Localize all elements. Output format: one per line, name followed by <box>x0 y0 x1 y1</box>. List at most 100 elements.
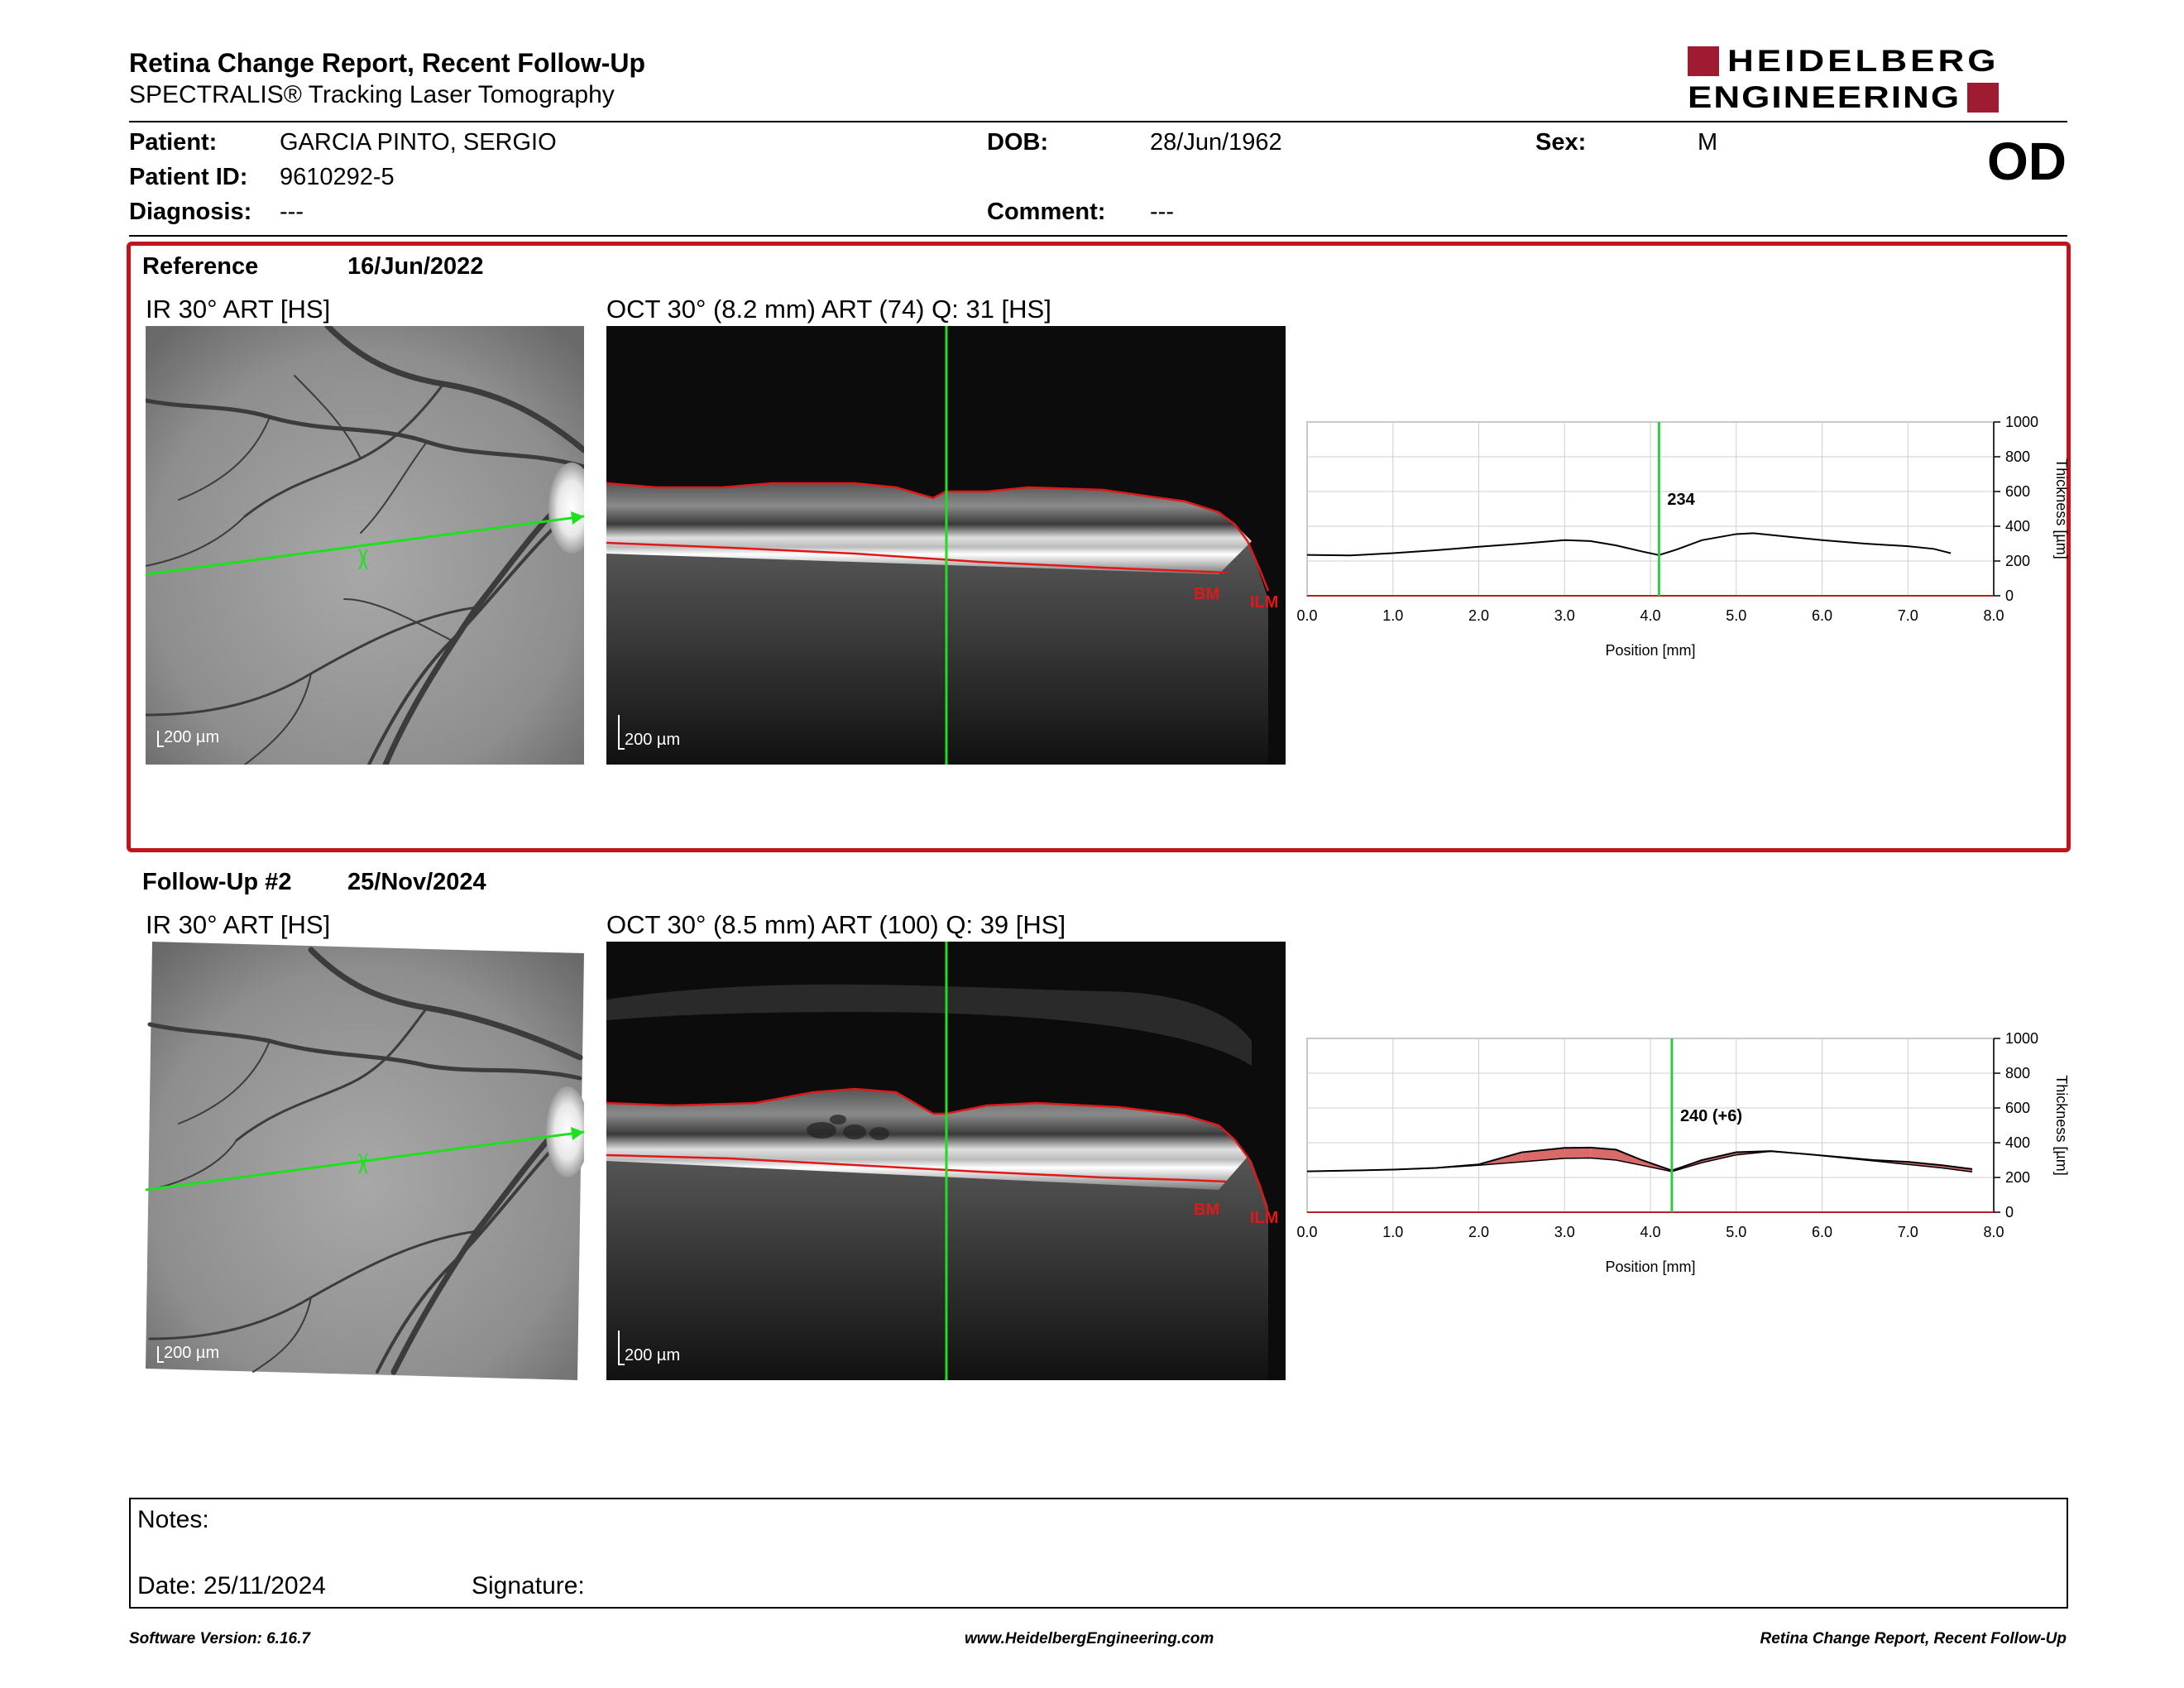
reference-ir-scale-label: 200 µm <box>164 728 220 746</box>
followup-thickness-chart: 0.0 1.0 2.0 3.0 4.0 5.0 6.0 7.0 8.00 200 400 600 800… <box>1296 1030 2068 1275</box>
followup-fundus-svg <box>146 942 584 1380</box>
followup-date: 25/Nov/2024 <box>347 869 486 895</box>
comment-value: --- <box>1150 199 1174 225</box>
software-version: Software Version: 6.16.7 <box>129 1630 310 1647</box>
diagnosis-label: Diagnosis: <box>129 199 252 225</box>
difference-area <box>1616 1149 1642 1166</box>
y-tick-label: 200 <box>2005 1169 2030 1186</box>
difference-area <box>1590 1147 1616 1160</box>
reference-oct-scale-label: 200 µm <box>625 731 681 749</box>
y-tick-label: 600 <box>2005 483 2030 500</box>
sex-label: Sex: <box>1535 129 1587 156</box>
signature-label: Signature: <box>472 1572 585 1599</box>
reference-ir-image: 200 µm <box>146 326 584 765</box>
reference-label: Reference <box>142 253 259 280</box>
cursor-value-label: 240 (+6) <box>1680 1107 1742 1125</box>
x-tick-label: 3.0 <box>1554 1224 1575 1240</box>
x-tick-label: 3.0 <box>1554 607 1575 624</box>
footer-report-name: Retina Change Report, Recent Follow-Up <box>1760 1630 2067 1647</box>
y-axis-label: Thickness [µm] <box>2053 458 2068 559</box>
report-title: Retina Change Report, Recent Follow-Up <box>129 48 646 78</box>
logo-line2: ENGINEERING <box>1688 79 1961 115</box>
logo-square-icon <box>1688 46 1719 76</box>
y-tick-label: 400 <box>2005 518 2030 535</box>
x-tick-label: 8.0 <box>1983 1224 2004 1240</box>
y-tick-label: 1000 <box>2005 414 2038 430</box>
x-tick-label: 8.0 <box>1983 607 2004 624</box>
cursor-value-label: 234 <box>1667 491 1695 509</box>
y-tick-label: 800 <box>2005 1065 2030 1081</box>
x-tick-label: 0.0 <box>1296 607 1317 624</box>
followup-ir-scale-label: 200 µm <box>164 1344 220 1362</box>
reference-ir-scalebar: 200 µm <box>157 728 219 747</box>
x-tick-label: 4.0 <box>1640 607 1660 624</box>
y-tick-label: 800 <box>2005 448 2030 465</box>
heidelberg-logo: HEIDELBERG ENGINEERING <box>1688 45 2068 119</box>
followup-ir-image: 200 µm <box>146 942 584 1380</box>
followup-ilm-label: ILM <box>1250 1209 1278 1227</box>
x-tick-label: 4.0 <box>1640 1224 1660 1240</box>
y-tick-label: 600 <box>2005 1100 2030 1116</box>
y-tick-label: 0 <box>2005 1204 2014 1220</box>
reference-oct-svg: BM ILM <box>606 326 1278 765</box>
reference-fundus-svg <box>146 326 584 765</box>
notes-date: Date: 25/11/2024 <box>137 1572 326 1599</box>
eye-laterality: OD <box>1987 132 2067 191</box>
reference-thickness-chart: 0.0 1.0 2.0 3.0 4.0 5.0 6.0 7.0 8.00 200 400 600 800… <box>1296 414 2068 659</box>
followup-bm-label: BM <box>1194 1201 1219 1219</box>
followup-ir-scalebar: 200 µm <box>157 1344 219 1363</box>
followup-label: Follow-Up #2 <box>142 869 292 895</box>
dob-label: DOB: <box>987 129 1049 156</box>
y-tick-label: 1000 <box>2005 1030 2038 1047</box>
x-tick-label: 1.0 <box>1382 1224 1403 1240</box>
header-divider <box>129 121 2067 122</box>
patient-id: 9610292-5 <box>280 164 395 190</box>
x-tick-label: 0.0 <box>1296 1224 1317 1240</box>
logo-square-icon-2 <box>1967 83 2000 113</box>
reference-date: 16/Jun/2022 <box>347 253 484 280</box>
x-tick-label: 7.0 <box>1898 607 1918 624</box>
website-link[interactable]: www.HeidelbergEngineering.com <box>965 1630 1214 1647</box>
patient-id-label: Patient ID: <box>129 164 248 190</box>
x-axis-label: Position [mm] <box>1605 1259 1695 1275</box>
x-axis-label: Position [mm] <box>1605 642 1695 659</box>
y-tick-label: 0 <box>2005 587 2014 604</box>
followup-oct-scale-label: 200 µm <box>625 1346 681 1364</box>
difference-area <box>1564 1147 1591 1158</box>
x-tick-label: 6.0 <box>1812 1224 1832 1240</box>
reference-oct-image: BM ILM 200 µm <box>606 326 1286 765</box>
reference-oct-scalebar: 200 µm <box>618 715 680 750</box>
notes-box: Notes: Date: 25/11/2024 Signature: <box>129 1498 2068 1609</box>
patient-divider <box>129 235 2067 237</box>
x-tick-label: 5.0 <box>1726 607 1746 624</box>
followup-ir-title: IR 30° ART [HS] <box>146 910 331 939</box>
notes-label: Notes: <box>137 1506 209 1533</box>
reference-section <box>127 242 2071 852</box>
x-tick-label: 2.0 <box>1468 1224 1489 1240</box>
report-subtitle: SPECTRALIS® Tracking Laser Tomography <box>129 81 615 108</box>
diagnosis-value: --- <box>280 199 304 225</box>
logo-line1: HEIDELBERG <box>1727 43 2000 79</box>
x-tick-label: 5.0 <box>1726 1224 1746 1240</box>
followup-oct-svg: BM ILM <box>606 942 1278 1380</box>
comment-label: Comment: <box>987 199 1106 225</box>
followup-oct-title: OCT 30° (8.5 mm) ART (100) Q: 39 [HS] <box>606 910 1066 939</box>
thickness-series-line <box>1306 1150 1973 1173</box>
x-tick-label: 6.0 <box>1812 607 1832 624</box>
followup-oct-image: BM ILM 200 µm <box>606 942 1286 1380</box>
x-tick-label: 2.0 <box>1468 607 1489 624</box>
dob-value: 28/Jun/1962 <box>1150 129 1282 156</box>
y-axis-label: Thickness [µm] <box>2053 1075 2068 1175</box>
x-tick-label: 7.0 <box>1898 1224 1918 1240</box>
reference-ilm-label: ILM <box>1250 593 1278 611</box>
reference-bm-label: BM <box>1194 585 1219 603</box>
followup-oct-scalebar: 200 µm <box>618 1331 680 1365</box>
x-tick-label: 1.0 <box>1382 607 1403 624</box>
reference-oct-title: OCT 30° (8.2 mm) ART (74) Q: 31 [HS] <box>606 295 1051 324</box>
patient-label: Patient: <box>129 129 218 156</box>
reference-ir-title: IR 30° ART [HS] <box>146 295 331 324</box>
patient-name: GARCIA PINTO, SERGIO <box>280 129 557 156</box>
y-tick-label: 200 <box>2005 553 2030 569</box>
sex-value: M <box>1698 129 1718 156</box>
y-tick-label: 400 <box>2005 1134 2030 1151</box>
